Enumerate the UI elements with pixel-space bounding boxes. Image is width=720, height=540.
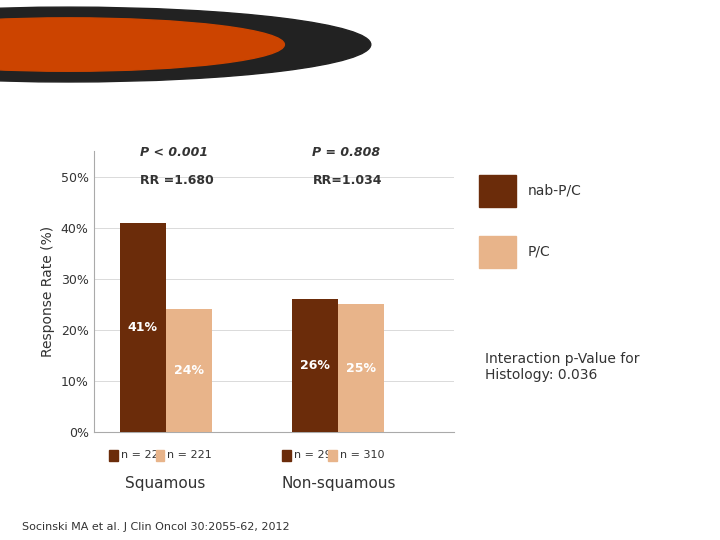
Text: Interaction p-Value for
Histology: 0.036: Interaction p-Value for Histology: 0.036 <box>485 352 640 382</box>
Text: P/C: P/C <box>528 245 550 259</box>
Text: nab-P/C: nab-P/C <box>528 184 582 198</box>
Text: Objective Responses by Histology: Objective Responses by Histology <box>194 32 670 57</box>
Text: 24%: 24% <box>174 364 204 377</box>
Text: Socinski MA et al. J Clin Oncol 30:2055-62, 2012: Socinski MA et al. J Clin Oncol 30:2055-… <box>22 522 289 532</box>
Bar <box>120 222 166 432</box>
Bar <box>338 305 384 432</box>
Bar <box>480 236 516 268</box>
Text: n = 221: n = 221 <box>167 450 212 460</box>
Text: P = 0.808: P = 0.808 <box>312 146 381 159</box>
Bar <box>480 174 516 207</box>
Text: n = 228: n = 228 <box>121 450 166 460</box>
Text: 41%: 41% <box>127 321 158 334</box>
Bar <box>156 450 164 461</box>
Bar <box>109 450 118 461</box>
Text: RR =1.680: RR =1.680 <box>140 174 213 187</box>
Bar <box>292 299 338 432</box>
Text: Non-squamous: Non-squamous <box>281 476 396 491</box>
Bar <box>282 450 291 461</box>
Bar <box>328 450 337 461</box>
Text: n = 310: n = 310 <box>340 450 384 460</box>
Bar <box>166 309 212 432</box>
Circle shape <box>0 18 284 71</box>
Circle shape <box>0 7 371 82</box>
Text: 26%: 26% <box>300 359 330 372</box>
Text: 25%: 25% <box>346 362 377 375</box>
Text: n = 292: n = 292 <box>294 450 338 460</box>
Text: Squamous: Squamous <box>125 476 206 491</box>
Text: P < 0.001: P < 0.001 <box>140 146 208 159</box>
Y-axis label: Response Rate (%): Response Rate (%) <box>41 226 55 357</box>
Text: RR=1.034: RR=1.034 <box>312 174 382 187</box>
